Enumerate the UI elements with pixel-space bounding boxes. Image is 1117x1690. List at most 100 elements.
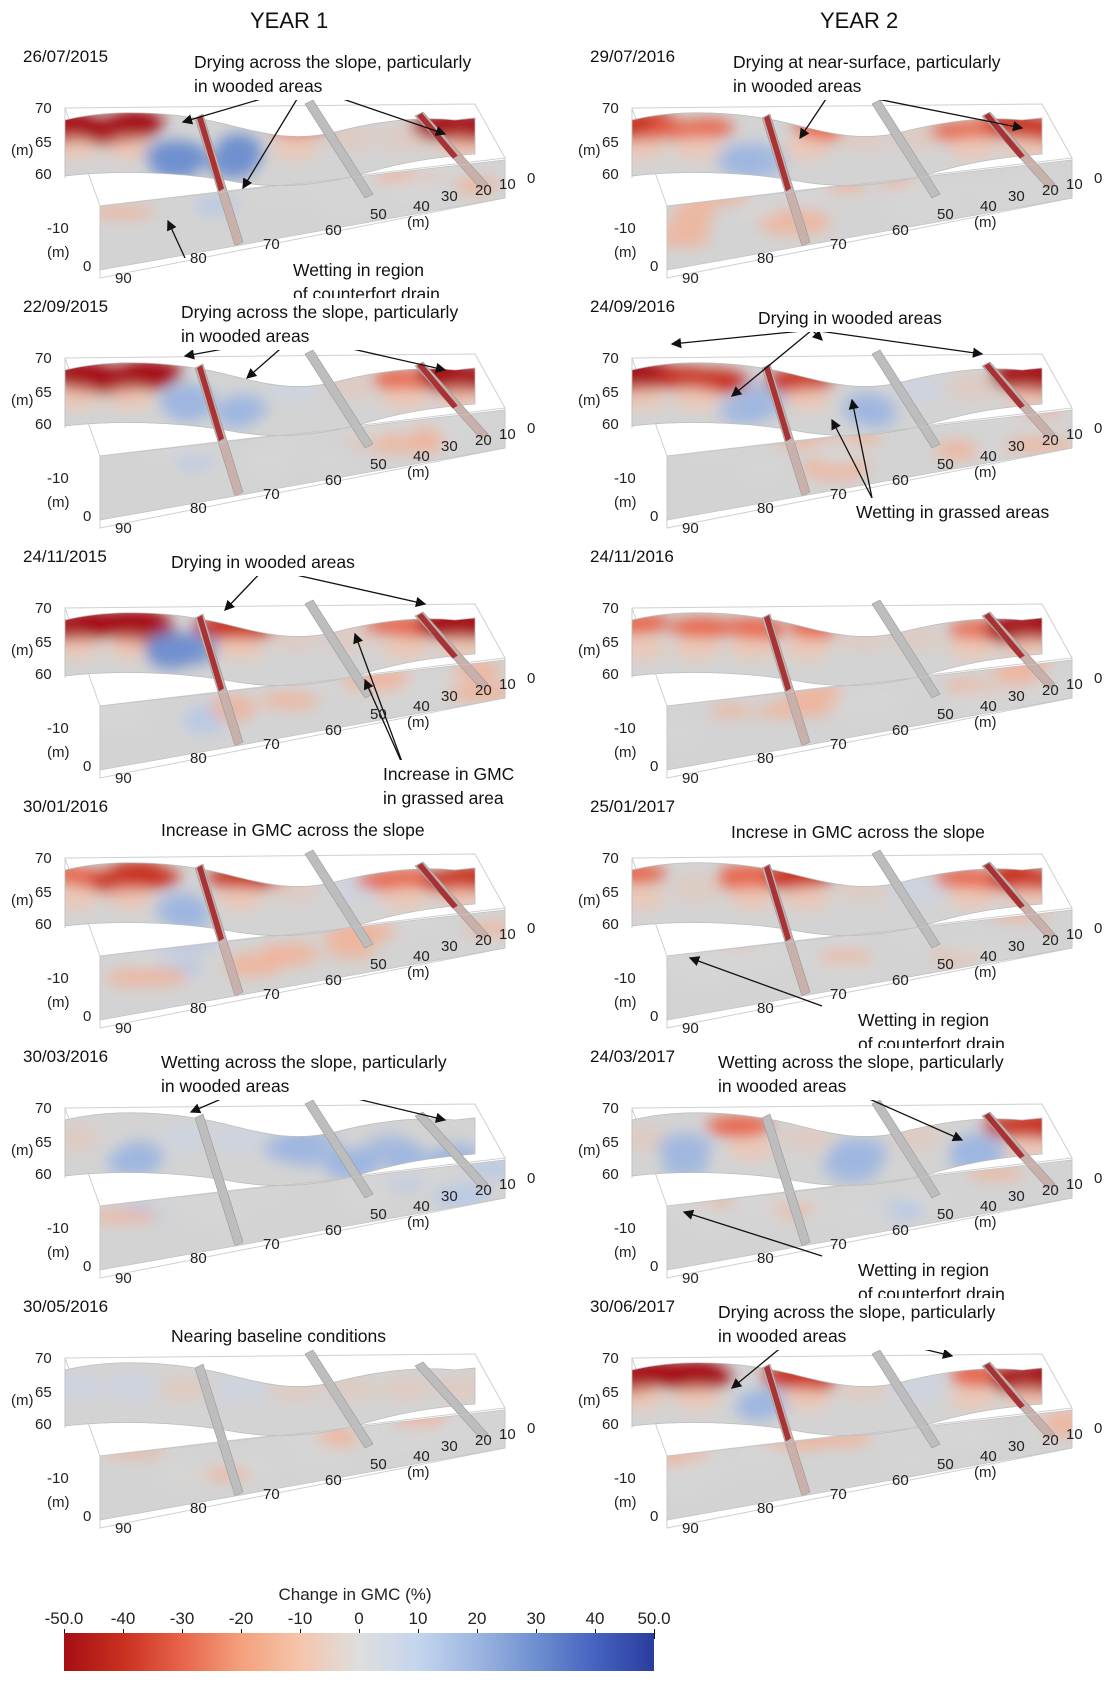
- x-tick-label: 0: [1094, 170, 1103, 187]
- x-tick-label: 20: [1042, 682, 1059, 699]
- y-tick-label: 0: [83, 508, 92, 525]
- x-tick-label: 20: [1042, 432, 1059, 449]
- z-tick-label: 60: [602, 666, 619, 683]
- panel-date: 24/11/2016: [584, 544, 688, 570]
- x-tick-label: 50: [370, 1456, 387, 1473]
- x-tick-label: 30: [1008, 188, 1025, 205]
- panel-date: 30/01/2016: [17, 794, 123, 820]
- gmc-volume-plot: [64, 85, 506, 279]
- z-tick-label: 70: [602, 350, 619, 367]
- annotation-note: Nearing baseline conditions: [165, 1322, 392, 1350]
- panel-date: 26/07/2015: [17, 44, 123, 70]
- x-tick-label: 80: [757, 1000, 774, 1017]
- annotation-arrow: [670, 329, 813, 349]
- x-tick-label: 10: [499, 926, 516, 943]
- x-tick-label: 20: [475, 182, 492, 199]
- gmc-panel-p2: 70 65 60 (m) -10 (m) 0 90 80 70 60 50 40 30 20 10 0 (m) 29…: [572, 38, 1117, 300]
- gmc-panel-p6: 70 65 60 (m) -10 (m) 0 90 80 70 60 50 40 30 20 10 0 (m) 24…: [572, 538, 1117, 800]
- x-tick-label: 90: [115, 520, 132, 537]
- z-tick-label: 70: [602, 100, 619, 117]
- colorbar-tick-label: 0: [354, 1609, 364, 1628]
- y-axis-unit: (m): [614, 994, 637, 1011]
- colorbar-tick-mark: [654, 1629, 655, 1639]
- x-tick-label: 60: [892, 1222, 909, 1239]
- x-tick-label: 40: [413, 698, 430, 715]
- annotation-text: Wetting across the slope, particularly: [161, 1052, 447, 1072]
- x-tick-label: 50: [937, 706, 954, 723]
- annotation-note: Increse in GMC across the slope: [725, 818, 991, 846]
- annotation-text: Wetting in region: [858, 1260, 990, 1280]
- annotation-text: Increase in GMC across the slope: [161, 820, 425, 840]
- gmc-panel-p5: 70 65 60 (m) -10 (m) 0 90 80 70 60 50 40 30 20 10 0 (m) 24…: [5, 538, 550, 812]
- y-tick-label: -10: [47, 720, 69, 737]
- z-tick-label: 70: [35, 1350, 52, 1367]
- y-tick-label: -10: [47, 220, 69, 237]
- cross-section-drying: [764, 615, 791, 692]
- annotation-text: Drying across the slope, particularly: [718, 1302, 996, 1322]
- cross-section-2: [871, 849, 941, 949]
- x-axis-unit: (m): [407, 464, 430, 481]
- x-tick-label: 40: [413, 198, 430, 215]
- x-tick-label: 70: [263, 986, 280, 1003]
- colorbar-tick-label: -10: [287, 1609, 313, 1628]
- z-tick-label: 65: [602, 134, 619, 151]
- panel-date: 24/03/2017: [584, 1044, 690, 1070]
- z-tick-label: 65: [602, 1134, 619, 1151]
- x-tick-label: 50: [370, 206, 387, 223]
- x-tick-label: 0: [1094, 420, 1103, 437]
- z-axis-unit: (m): [578, 142, 601, 159]
- annotation-text: Wetting in region: [858, 1010, 990, 1030]
- x-tick-label: 20: [475, 1432, 492, 1449]
- x-tick-label: 30: [1008, 938, 1025, 955]
- cross-section-drying: [197, 615, 224, 692]
- annotation-text: in wooded areas: [718, 1076, 847, 1096]
- cross-section-2: [304, 849, 374, 949]
- cross-section-drying: [984, 1363, 1025, 1409]
- x-tick-label: 40: [980, 448, 997, 465]
- x-tick-label: 0: [527, 1420, 536, 1437]
- x-tick-label: 60: [892, 972, 909, 989]
- y-tick-label: -10: [47, 470, 69, 487]
- colorbar-tick-label: 20: [467, 1609, 487, 1628]
- x-tick-label: 10: [1066, 1426, 1083, 1443]
- x-tick-label: 10: [1066, 1176, 1083, 1193]
- panel-date: 24/09/2016: [584, 294, 690, 320]
- x-tick-label: 10: [1066, 426, 1083, 443]
- annotation-text: Wetting in grassed areas: [856, 502, 1050, 522]
- annotation-note: Drying in wooded areas: [752, 304, 948, 332]
- z-tick-label: 65: [35, 1134, 52, 1151]
- x-tick-label: 70: [263, 736, 280, 753]
- gmc-panel-p4: 70 65 60 (m) -10 (m) 0 90 80 70 60 50 40 30 20 10 0 (m) 24…: [572, 288, 1117, 550]
- colorbar-tick-label: 50.0: [637, 1609, 671, 1628]
- x-tick-label: 20: [1042, 1432, 1059, 1449]
- y-tick-label: 0: [650, 758, 659, 775]
- x-tick-label: 30: [1008, 1188, 1025, 1205]
- x-tick-label: 30: [1008, 688, 1025, 705]
- annotation-text: Drying across the slope, particularly: [194, 52, 472, 72]
- x-tick-label: 80: [757, 1250, 774, 1267]
- x-tick-label: 90: [115, 270, 132, 287]
- x-tick-label: 90: [682, 1020, 699, 1037]
- annotation-text: Nearing baseline conditions: [171, 1326, 386, 1346]
- x-tick-label: 60: [892, 722, 909, 739]
- z-axis-unit: (m): [11, 392, 34, 409]
- x-tick-label: 50: [370, 456, 387, 473]
- z-tick-label: 65: [35, 634, 52, 651]
- y-tick-label: 0: [650, 258, 659, 275]
- annotation-text: in wooded areas: [718, 1326, 847, 1346]
- x-tick-label: 90: [682, 770, 699, 787]
- gmc-panel-p9: 70 65 60 (m) -10 (m) 0 90 80 70 60 50 40 30 20 10 0 (m) 30…: [5, 1038, 550, 1300]
- gmc-volume-plot: [64, 1077, 506, 1279]
- gmc-volume-plot: [631, 89, 1073, 279]
- x-tick-label: 60: [325, 222, 342, 239]
- y-axis-unit: (m): [614, 494, 637, 511]
- gmc-panel-p12: 70 65 60 (m) -10 (m) 0 90 80 70 60 50 40 30 20 10 0 (m) 30…: [572, 1288, 1117, 1550]
- x-tick-label: 20: [1042, 182, 1059, 199]
- y-tick-label: -10: [47, 1470, 69, 1487]
- annotation-arrow: [730, 329, 813, 397]
- annotation-text: in grassed area: [383, 788, 504, 808]
- x-tick-label: 60: [325, 472, 342, 489]
- x-tick-label: 50: [937, 1456, 954, 1473]
- gmc-panel-p10: 70 65 60 (m) -10 (m) 0 90 80 70 60 50 40 30 20 10 0 (m) 24…: [572, 1038, 1117, 1308]
- z-tick-label: 70: [35, 850, 52, 867]
